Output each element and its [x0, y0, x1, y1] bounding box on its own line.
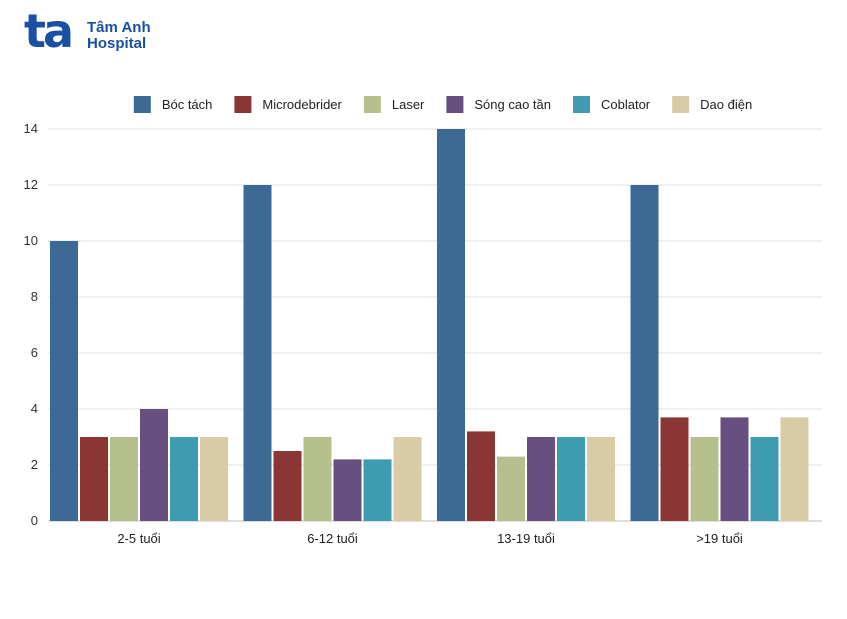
bar	[660, 417, 689, 521]
y-tick-label: 8	[31, 289, 38, 304]
bar	[273, 451, 302, 521]
legend-swatch	[363, 96, 381, 113]
logo-name-line2: Hospital	[87, 35, 147, 52]
legend-label: Sóng cao tần	[474, 97, 551, 112]
legend-label: Dao điện	[700, 97, 752, 112]
bar	[780, 417, 809, 521]
logo-name: Tâm Anh Hospital	[87, 20, 151, 52]
x-category-label: >19 tuổi	[696, 531, 743, 546]
legend-label: Laser	[392, 97, 425, 112]
x-category-label: 2-5 tuổi	[117, 531, 160, 546]
y-tick-label: 12	[24, 177, 38, 192]
legend-label: Microdebrider	[262, 97, 342, 112]
y-tick-label: 10	[24, 233, 38, 248]
y-tick-label: 4	[31, 401, 38, 416]
y-tick-label: 14	[24, 121, 38, 136]
bar	[110, 437, 138, 521]
bar	[363, 459, 392, 521]
bar	[200, 437, 228, 521]
legend-label: Coblator	[601, 97, 651, 112]
bar	[303, 437, 332, 521]
x-category-label: 6-12 tuổi	[307, 531, 358, 546]
bar	[50, 241, 78, 521]
logo-name-line1: Tâm Anh	[87, 19, 151, 36]
bar	[720, 417, 749, 521]
legend-label: Bóc tách	[162, 97, 213, 112]
legend-swatch	[446, 96, 464, 113]
legend-swatch	[133, 96, 151, 113]
y-tick-label: 6	[31, 345, 38, 360]
bar	[527, 437, 555, 521]
bar	[333, 459, 362, 521]
bar	[243, 185, 272, 521]
bar	[557, 437, 585, 521]
y-tick-label: 0	[31, 513, 38, 528]
bar	[690, 437, 719, 521]
bar	[170, 437, 198, 521]
logo-mark: ta	[24, 4, 74, 58]
x-category-label: 13-19 tuổi	[497, 531, 555, 546]
legend-swatch	[672, 96, 690, 113]
bar	[467, 431, 495, 521]
bar	[80, 437, 108, 521]
y-tick-label: 2	[31, 457, 38, 472]
bar	[750, 437, 779, 521]
legend-swatch	[573, 96, 591, 113]
bar	[140, 409, 168, 521]
bar	[587, 437, 615, 521]
bar	[630, 185, 659, 521]
legend-swatch	[234, 96, 252, 113]
bar	[437, 129, 465, 521]
bar	[497, 456, 525, 521]
bar	[393, 437, 422, 521]
